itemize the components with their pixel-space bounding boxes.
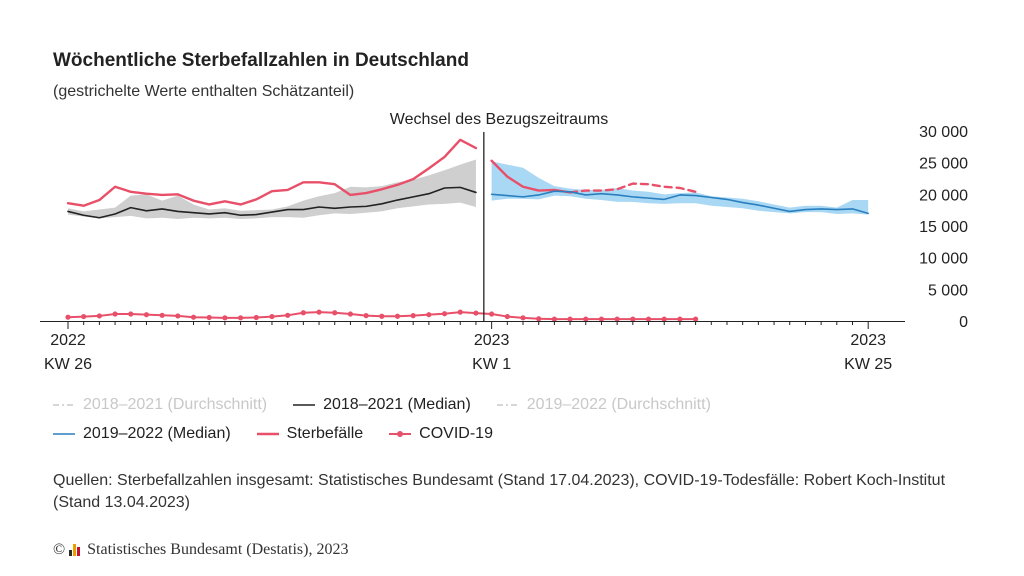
legend-label: 2018–2021 (Median) [323, 396, 471, 413]
covid-19-point [175, 313, 181, 319]
covid-19-point [379, 313, 385, 319]
covid-19-point [520, 315, 526, 321]
covid-19-point [661, 316, 667, 322]
chart-title: Wöchentliche Sterbefallzahlen in Deutsch… [53, 50, 469, 71]
copyright-text: Statistisches Bundesamt (Destatis), 2023 [87, 541, 349, 558]
deaths-line-2022 [66, 138, 478, 207]
period-change-annotation: Wechsel des Bezugszeitraums [390, 111, 608, 128]
covid-19-point [677, 316, 683, 322]
covid-19-point [536, 316, 542, 322]
y-tick-label: 10 000 [919, 251, 968, 268]
x-tick-week-label: KW 26 [44, 356, 92, 373]
covid-19-point [410, 313, 416, 319]
legend-item-2018-2021-average[interactable]: 2018–2021 (Durchschnitt) [53, 396, 267, 414]
covid-19-point [347, 311, 354, 317]
x-tick-week-label: KW 1 [472, 356, 511, 373]
covid-19-point [190, 314, 197, 320]
covid-19-point [441, 311, 448, 317]
covid-19-point [567, 316, 573, 322]
x-tick-year-label: 2023 [850, 332, 886, 349]
covid-19-point [206, 314, 212, 321]
legend-label: 2019–2022 (Durchschnitt) [526, 396, 711, 413]
destatis-logo-icon [69, 544, 81, 556]
legend-label: 2018–2021 (Durchschnitt) [83, 396, 268, 413]
source-note: Quellen: Sterbefallzahlen insgesamt: Sta… [53, 472, 946, 511]
covid-19-point [300, 310, 306, 316]
dash-dot-line-icon [496, 404, 519, 406]
covid-19-point [316, 309, 322, 315]
legend-item-2019-2022-average[interactable]: 2019–2022 (Durchschnitt) [496, 396, 711, 414]
legend-label: COVID-19 [419, 425, 493, 442]
covid-19-point [457, 309, 463, 315]
dash-dot-line-icon [53, 404, 75, 406]
x-tick-week-label: KW 25 [844, 356, 892, 373]
covid-19-point [645, 316, 652, 322]
y-tick-label: 15 000 [919, 219, 968, 236]
solid-line-icon [293, 404, 316, 406]
covid-19-point [426, 312, 432, 318]
covid-19-point [222, 315, 228, 321]
line-dot-icon [389, 431, 412, 437]
covid-19-point [143, 312, 150, 318]
covid-19-point [128, 311, 134, 317]
legend-item-2019-2022-median[interactable]: 2019–2022 (Median) [53, 425, 231, 443]
y-tick-label: 5 000 [928, 282, 968, 299]
solid-line-icon [256, 432, 279, 436]
legend-row-2: 2019–2022 (Median) Sterbefälle COVID-19 [53, 425, 519, 443]
covid-19-point [583, 316, 589, 322]
x-tick-year-label: 2023 [474, 332, 510, 349]
covid-19-point [253, 314, 259, 321]
copyright-symbol: © [53, 541, 66, 558]
y-tick-label: 25 000 [919, 156, 968, 173]
legend-label: 2019–2022 (Median) [83, 425, 231, 442]
solid-line-icon [53, 433, 75, 435]
y-tick-label: 0 [959, 314, 968, 331]
covid-19-point [237, 315, 244, 321]
covid-19-point [598, 316, 605, 322]
median-2019-2022-line [490, 190, 869, 215]
covid-19-point [614, 316, 620, 322]
range-band-2018-2021 [68, 159, 476, 220]
legend-item-covid[interactable]: COVID-19 [389, 425, 493, 443]
legend-item-2018-2021-median[interactable]: 2018–2021 (Median) [293, 396, 471, 414]
y-tick-label: 30 000 [919, 124, 968, 141]
covid-19-point [81, 313, 87, 320]
covid-19-point [96, 313, 102, 319]
covid-19-point [551, 316, 557, 322]
covid-19-point [363, 313, 369, 319]
deaths-line-2023 [490, 159, 572, 194]
x-tick-year-label: 2022 [50, 332, 86, 349]
covid-19-point [394, 313, 401, 319]
legend-row-1: 2018–2021 (Durchschnitt) 2018–2021 (Medi… [53, 396, 737, 414]
deaths-line-estimated [568, 182, 697, 194]
covid-19-point [630, 316, 636, 322]
legend-item-deaths[interactable]: Sterbefälle [256, 425, 364, 443]
covid-19-point [693, 316, 699, 322]
covid-19-point [332, 310, 338, 316]
covid-19-point [489, 311, 495, 317]
legend-label: Sterbefälle [286, 425, 364, 442]
covid-19-point [159, 312, 165, 318]
y-tick-label: 20 000 [919, 187, 968, 204]
chart-subtitle: (gestrichelte Werte enthalten Schätzante… [53, 83, 355, 100]
copyright-line: © Statistisches Bundesamt (Destatis), 20… [53, 541, 348, 559]
median-2018-2021-line [67, 186, 477, 219]
covid-19-point [112, 311, 118, 317]
covid-19-point [285, 312, 291, 318]
covid-19-point [504, 313, 510, 320]
covid-19-point [65, 314, 71, 320]
covid-19-point [269, 313, 275, 320]
covid-19-point [473, 310, 479, 316]
